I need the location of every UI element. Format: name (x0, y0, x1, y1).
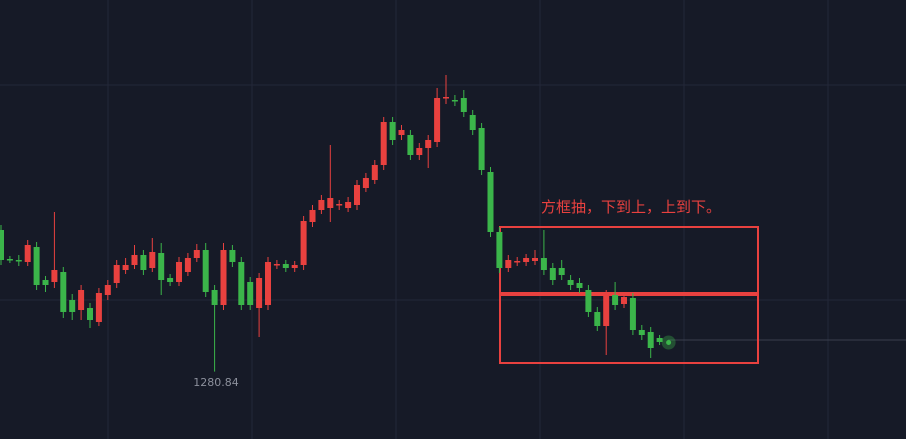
candle-body (629, 298, 636, 330)
candle-body (167, 278, 174, 282)
current-dot (666, 340, 672, 345)
candle-body (425, 140, 432, 148)
highlight-box (499, 294, 759, 364)
candle-body (345, 202, 352, 208)
low-label: 1280.84 (193, 376, 239, 389)
candle-body (434, 98, 441, 142)
candle-body (336, 204, 343, 206)
annotation: 方框抽，下到上，上到下。 (541, 198, 721, 216)
candle-body (51, 270, 58, 282)
candle-body (380, 122, 387, 165)
candle-body (42, 280, 49, 285)
candle-body (532, 258, 538, 261)
candle-body (407, 135, 414, 155)
candle-body (371, 165, 378, 180)
candle-body (549, 268, 556, 280)
candle-body (585, 290, 592, 312)
candle-body (33, 247, 40, 285)
candle-body (24, 245, 31, 262)
candle-body (193, 250, 200, 258)
highlight-box (499, 226, 759, 294)
candle-body (158, 253, 165, 280)
candle-body (612, 295, 619, 305)
candle-body (87, 308, 93, 320)
candle-body (318, 200, 325, 210)
candle-body (60, 272, 67, 312)
candle-body (95, 293, 102, 322)
candle-body (416, 148, 423, 155)
candle-body (220, 250, 227, 305)
candle-body (656, 338, 663, 342)
candle-body (603, 295, 610, 326)
candle-body (122, 265, 129, 270)
candle-body (478, 128, 485, 170)
candle-body (202, 250, 209, 292)
candle-body (558, 268, 565, 275)
candle-body (247, 282, 254, 305)
candle-body (113, 265, 120, 283)
candle-body (273, 264, 280, 266)
candle-body (389, 122, 396, 140)
candle-body (327, 198, 334, 208)
candle-body (69, 300, 76, 312)
candle-body (176, 262, 182, 282)
candle-body (184, 258, 191, 272)
candle-body (487, 172, 494, 232)
candle-body (594, 312, 601, 326)
candle-body (256, 278, 263, 308)
candle-body (140, 255, 147, 270)
candle-body (567, 280, 574, 285)
candle-body (451, 100, 458, 102)
candle-body (443, 97, 449, 99)
candle-body (149, 252, 156, 268)
candle-body (300, 221, 307, 265)
candle-body (291, 265, 298, 268)
candle-body (131, 255, 138, 265)
candle-body (78, 290, 85, 310)
candle-body (540, 258, 547, 270)
candle-body (6, 259, 13, 261)
candle-body (523, 258, 530, 262)
candle-body (0, 230, 4, 260)
candle-body (282, 264, 289, 268)
candle-body (238, 262, 245, 305)
candle-body (638, 330, 645, 335)
candle-body (647, 332, 654, 348)
candle-body (460, 98, 467, 112)
candle-body (15, 260, 22, 262)
candle-body (505, 260, 512, 268)
candle-body (362, 178, 369, 188)
candle-body (469, 115, 476, 130)
candle-body (265, 262, 271, 305)
candle-body (398, 130, 405, 135)
candle-body (354, 185, 360, 205)
candle-body (104, 285, 111, 295)
candle-body (514, 261, 521, 263)
candle-body (576, 283, 583, 288)
candle-body (211, 290, 218, 305)
candles (0, 75, 676, 372)
candle-body (229, 250, 236, 262)
candle-body (621, 297, 627, 304)
candle-body (309, 210, 316, 222)
candle-body (496, 232, 503, 268)
